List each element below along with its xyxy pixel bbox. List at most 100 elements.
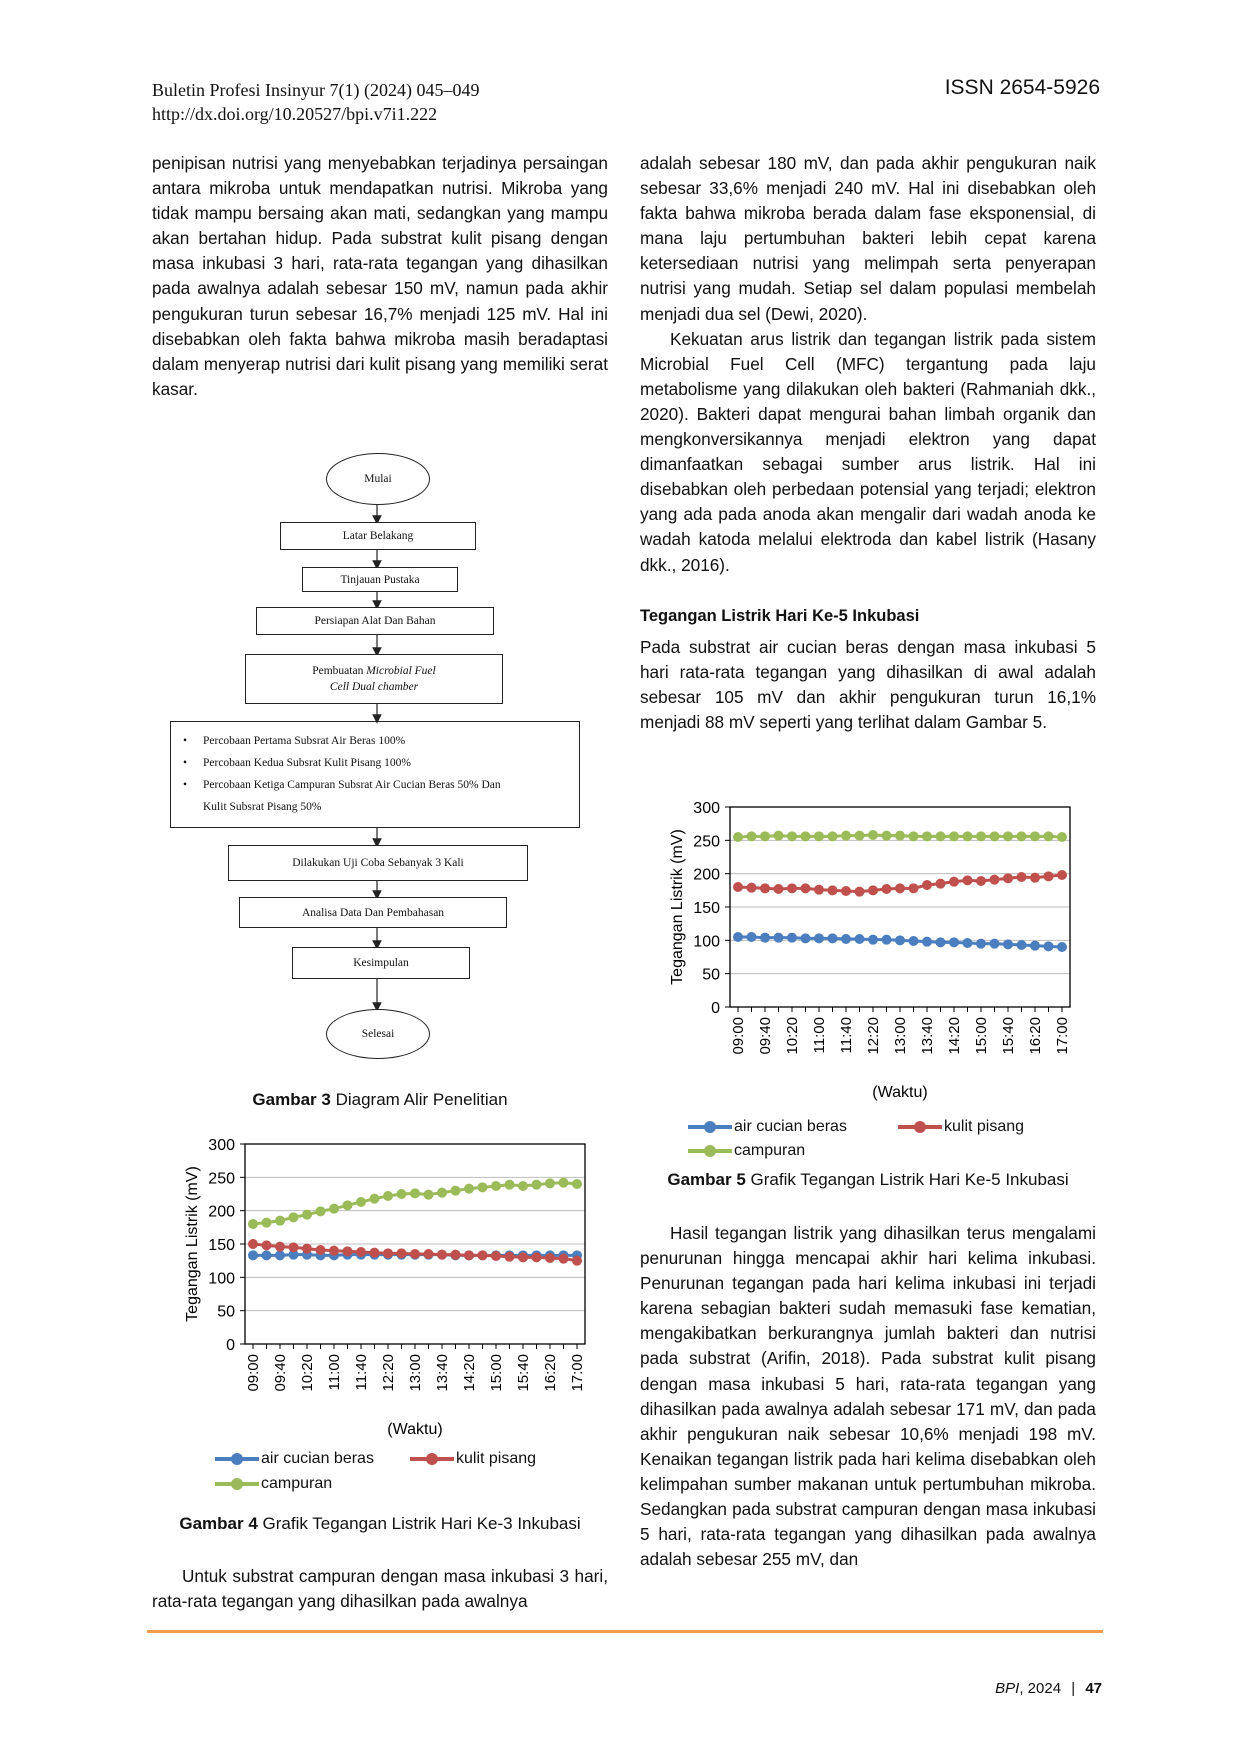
caption-text: Grafik Tegangan Listrik Hari Ke-3 Inkuba…	[257, 1514, 581, 1533]
figure-4-legend: air cucian beras kulit pisang campuran	[215, 1450, 595, 1500]
data-point	[1030, 831, 1040, 842]
x-axis-label: (Waktu)	[387, 1421, 442, 1438]
y-tick-label: 250	[208, 1170, 235, 1187]
data-point	[1030, 940, 1040, 951]
data-point	[383, 1191, 393, 1201]
data-point	[962, 831, 973, 842]
left-column-bottom: Untuk substrat campuran dengan masa inku…	[152, 1564, 608, 1614]
footer-separator: |	[1071, 1680, 1076, 1697]
y-tick-label: 50	[702, 967, 720, 984]
x-tick-label: 09:00	[245, 1354, 262, 1392]
data-point	[261, 1217, 272, 1228]
data-point	[827, 933, 838, 944]
data-point	[1016, 940, 1027, 950]
data-point	[989, 938, 1000, 949]
data-point	[531, 1252, 542, 1263]
data-point	[949, 876, 959, 887]
data-point	[1016, 831, 1027, 842]
data-point	[1043, 831, 1054, 842]
y-axis-label: Tegangan Listrik (mV)	[669, 829, 686, 985]
step-analisa: Analisa Data Dan Pembahasan	[239, 897, 507, 928]
section-heading: Tegangan Listrik Hari Ke-5 Inkubasi	[640, 606, 920, 625]
data-point	[1057, 942, 1067, 952]
data-point	[477, 1182, 488, 1193]
data-point	[1043, 871, 1054, 882]
footer-journal: BPI	[995, 1680, 1020, 1697]
x-tick-label: 13:40	[919, 1017, 936, 1055]
data-point	[1003, 873, 1013, 884]
data-point	[302, 1243, 312, 1254]
data-point	[423, 1189, 434, 1200]
x-tick-label: 09:40	[757, 1017, 774, 1055]
data-point	[423, 1249, 434, 1259]
legend-item-kulit-pisang: kulit pisang	[410, 1450, 536, 1468]
data-point	[922, 936, 932, 947]
legend-label: campuran	[734, 1142, 806, 1159]
start-oval: Mulai	[326, 453, 430, 505]
right-column-top: adalah sebesar 180 mV, dan pada akhir pe…	[640, 151, 1096, 735]
data-point	[1003, 831, 1013, 842]
data-point	[1030, 872, 1040, 883]
data-point	[491, 1181, 501, 1191]
data-point	[275, 1250, 285, 1261]
paragraph: Untuk substrat campuran dengan masa inku…	[152, 1566, 608, 1612]
data-point	[976, 938, 986, 949]
data-point	[976, 876, 986, 886]
data-point	[288, 1249, 299, 1260]
chart-svg: 0 50 100 150 200 250 300 Tegangan Listrik (mV) 0…	[184, 1137, 586, 1438]
data-point	[962, 938, 973, 948]
data-point	[450, 1249, 461, 1260]
data-point	[1043, 941, 1054, 952]
data-point	[868, 830, 878, 840]
data-point	[261, 1250, 272, 1261]
data-point	[450, 1185, 461, 1196]
data-point	[477, 1250, 488, 1261]
caption-text: Diagram Alir Penelitian	[330, 1090, 508, 1109]
data-point	[410, 1188, 420, 1199]
right-column-bottom: Hasil tegangan listrik yang dihasilkan t…	[640, 1221, 1096, 1572]
journal-citation: Buletin Profesi Insinyur 7(1) (2024) 045…	[152, 80, 480, 100]
legend-label: kulit pisang	[944, 1118, 1025, 1135]
legend-item-air-cucian-beras: air cucian beras	[688, 1118, 847, 1136]
figure-5-caption: Gambar 5 Grafik Tegangan Listrik Hari Ke…	[640, 1170, 1096, 1190]
caption-label: Gambar 4	[179, 1514, 258, 1533]
y-tick-label: 100	[208, 1270, 235, 1287]
data-point	[342, 1200, 353, 1211]
x-tick-label: 15:40	[1000, 1017, 1017, 1055]
x-tick-label: 10:20	[299, 1354, 316, 1392]
data-point	[275, 1215, 285, 1226]
y-tick-label: 100	[693, 933, 720, 950]
x-tick-label: 11:40	[838, 1017, 855, 1053]
data-point	[437, 1249, 447, 1260]
list-item-continued: Kulit Subsrat Pisang 50%	[203, 801, 322, 813]
journal-header: Buletin Profesi Insinyur 7(1) (2024) 045…	[152, 78, 479, 126]
x-tick-label: 16:20	[1027, 1017, 1044, 1055]
data-point	[814, 933, 824, 944]
data-point	[302, 1209, 312, 1220]
issn: ISSN 2654-5926	[944, 76, 1100, 99]
data-point	[787, 932, 797, 943]
y-tick-label: 200	[693, 867, 720, 884]
data-point	[895, 883, 905, 894]
figure-4-chart: 0 50 100 150 200 250 300 Tegangan Listrik (mV) 0…	[165, 1132, 605, 1442]
data-point	[800, 933, 811, 944]
data-point	[881, 830, 892, 841]
data-point	[369, 1193, 380, 1204]
data-point	[949, 831, 959, 842]
data-point	[787, 831, 797, 842]
data-point	[464, 1183, 474, 1194]
data-point	[383, 1248, 393, 1259]
data-point	[854, 934, 865, 944]
data-point	[827, 831, 838, 842]
y-axis-label: Tegangan Listrik (mV)	[184, 1166, 201, 1322]
data-point	[248, 1250, 258, 1261]
data-point	[369, 1247, 380, 1258]
x-tick-label: 11:40	[353, 1354, 370, 1390]
legend-label: air cucian beras	[734, 1118, 847, 1135]
doi-link[interactable]: http://dx.doi.org/10.20527/bpi.v7i1.222	[152, 104, 438, 124]
data-point	[787, 883, 797, 894]
data-point	[908, 883, 919, 894]
page-number: 47	[1085, 1680, 1102, 1697]
data-point	[315, 1245, 326, 1255]
data-point	[1003, 939, 1013, 950]
